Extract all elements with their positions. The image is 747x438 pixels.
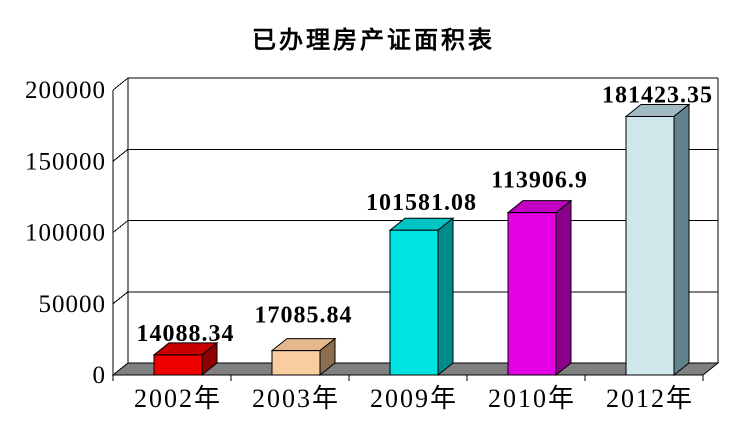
data-label-2003年: 17085.84 [255,303,353,329]
ytick-150000 [112,148,129,162]
chart-title: 已办理房产证面积表 [252,27,495,54]
xtick-label-2010年: 2010年 [488,384,576,413]
data-label-2010年: 113906.9 [491,168,588,194]
data-label-2009年: 101581.08 [366,190,477,216]
data-label-2002年: 14088.34 [137,321,235,347]
bar-3-side-face [437,217,454,377]
xtick-label-2012年: 2012年 [606,384,694,413]
bar-5-side-face [673,103,690,377]
bar-3-front-face [389,229,439,376]
ytick-label-100000: 100000 [25,220,106,247]
xtick-label-2009年: 2009年 [370,384,458,413]
xtick-label-2003年: 2003年 [252,384,340,413]
data-label-2012年: 181423.35 [602,82,713,108]
ytick-label-150000: 150000 [25,148,106,175]
bar-1-front-face [153,354,203,376]
ytick-label-50000: 50000 [39,291,107,318]
bar-5-front-face [625,115,675,376]
bar-2-front-face [271,350,321,376]
ytick-200000 [112,77,129,91]
xtick-label-2002年: 2002年 [134,384,222,413]
ytick-50000 [112,291,129,305]
ytick-label-0: 0 [93,362,107,389]
bar-4-side-face [555,199,572,377]
bar-4-front-face [507,212,557,376]
ytick-label-200000: 200000 [25,77,106,104]
ytick-100000 [112,220,129,233]
